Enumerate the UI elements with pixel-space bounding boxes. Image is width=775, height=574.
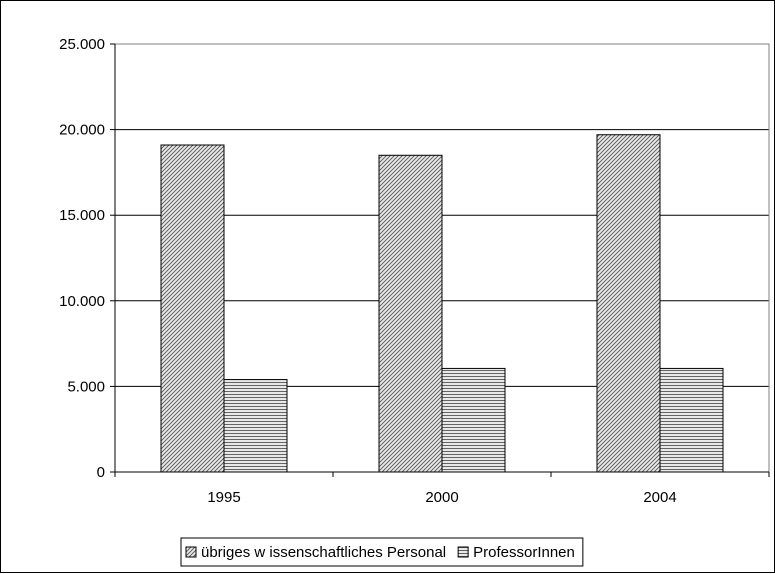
- bar-1995-series-0: [160, 144, 225, 473]
- y-tick-label: 10.000: [59, 293, 105, 310]
- x-tick-label: 2004: [643, 489, 676, 506]
- legend-swatch-0: [185, 546, 197, 558]
- tick-labels: 0 5.000 10.000 15.000 20.000 25.000 1995 2000 20…: [59, 36, 677, 506]
- legend-label-1: ProfessorInnen: [473, 544, 575, 561]
- legend-swatch-1: [457, 546, 469, 558]
- bar-2004-series-1: [659, 367, 724, 473]
- bars: [160, 134, 724, 473]
- bar-2000-series-0: [378, 154, 443, 473]
- legend-label-0: übriges w issenschaftliches Personal: [201, 544, 446, 561]
- bar-1995-series-1: [223, 379, 288, 473]
- legend: übriges w issenschaftliches Personal Prof…: [180, 537, 584, 567]
- bar-2000-series-1: [441, 367, 506, 473]
- bar-2004-series-0: [596, 134, 661, 473]
- x-tick-label: 1995: [207, 489, 240, 506]
- legend-box: [180, 537, 584, 567]
- axes: [110, 43, 770, 477]
- x-tick-label: 2000: [425, 489, 458, 506]
- legend-items: übriges w issenschaftliches Personal Prof…: [185, 544, 575, 561]
- y-tick-label: 20.000: [59, 122, 105, 139]
- y-tick-label: 15.000: [59, 207, 105, 224]
- y-tick-label: 25.000: [59, 36, 105, 53]
- y-tick-label: 5.000: [67, 378, 105, 395]
- y-tick-label: 0: [97, 464, 105, 481]
